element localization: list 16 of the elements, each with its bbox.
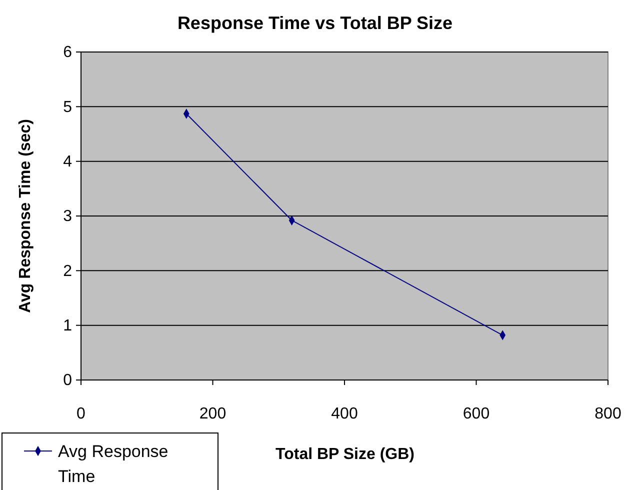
y-tick-label: 0 bbox=[63, 372, 72, 390]
x-tick-label: 800 bbox=[594, 405, 622, 422]
x-tick-label: 600 bbox=[462, 405, 490, 422]
x-tick-label: 0 bbox=[76, 405, 86, 422]
x-tick-label: 400 bbox=[331, 405, 358, 422]
y-tick-label: 2 bbox=[63, 262, 72, 280]
y-tick-label: 5 bbox=[63, 98, 72, 116]
y-axis-title: Avg Response Time (sec) bbox=[17, 119, 34, 313]
y-tick-label: 1 bbox=[63, 317, 72, 334]
y-tick-label: 6 bbox=[63, 44, 72, 62]
x-axis-title: Total BP Size (GB) bbox=[276, 446, 414, 463]
legend-label: Avg Response Time bbox=[58, 442, 168, 486]
y-tick-label: 4 bbox=[63, 153, 72, 170]
chart-title: Response Time vs Total BP Size bbox=[177, 13, 453, 33]
y-tick-label: 3 bbox=[63, 208, 72, 226]
x-tick-label: 200 bbox=[199, 405, 226, 422]
